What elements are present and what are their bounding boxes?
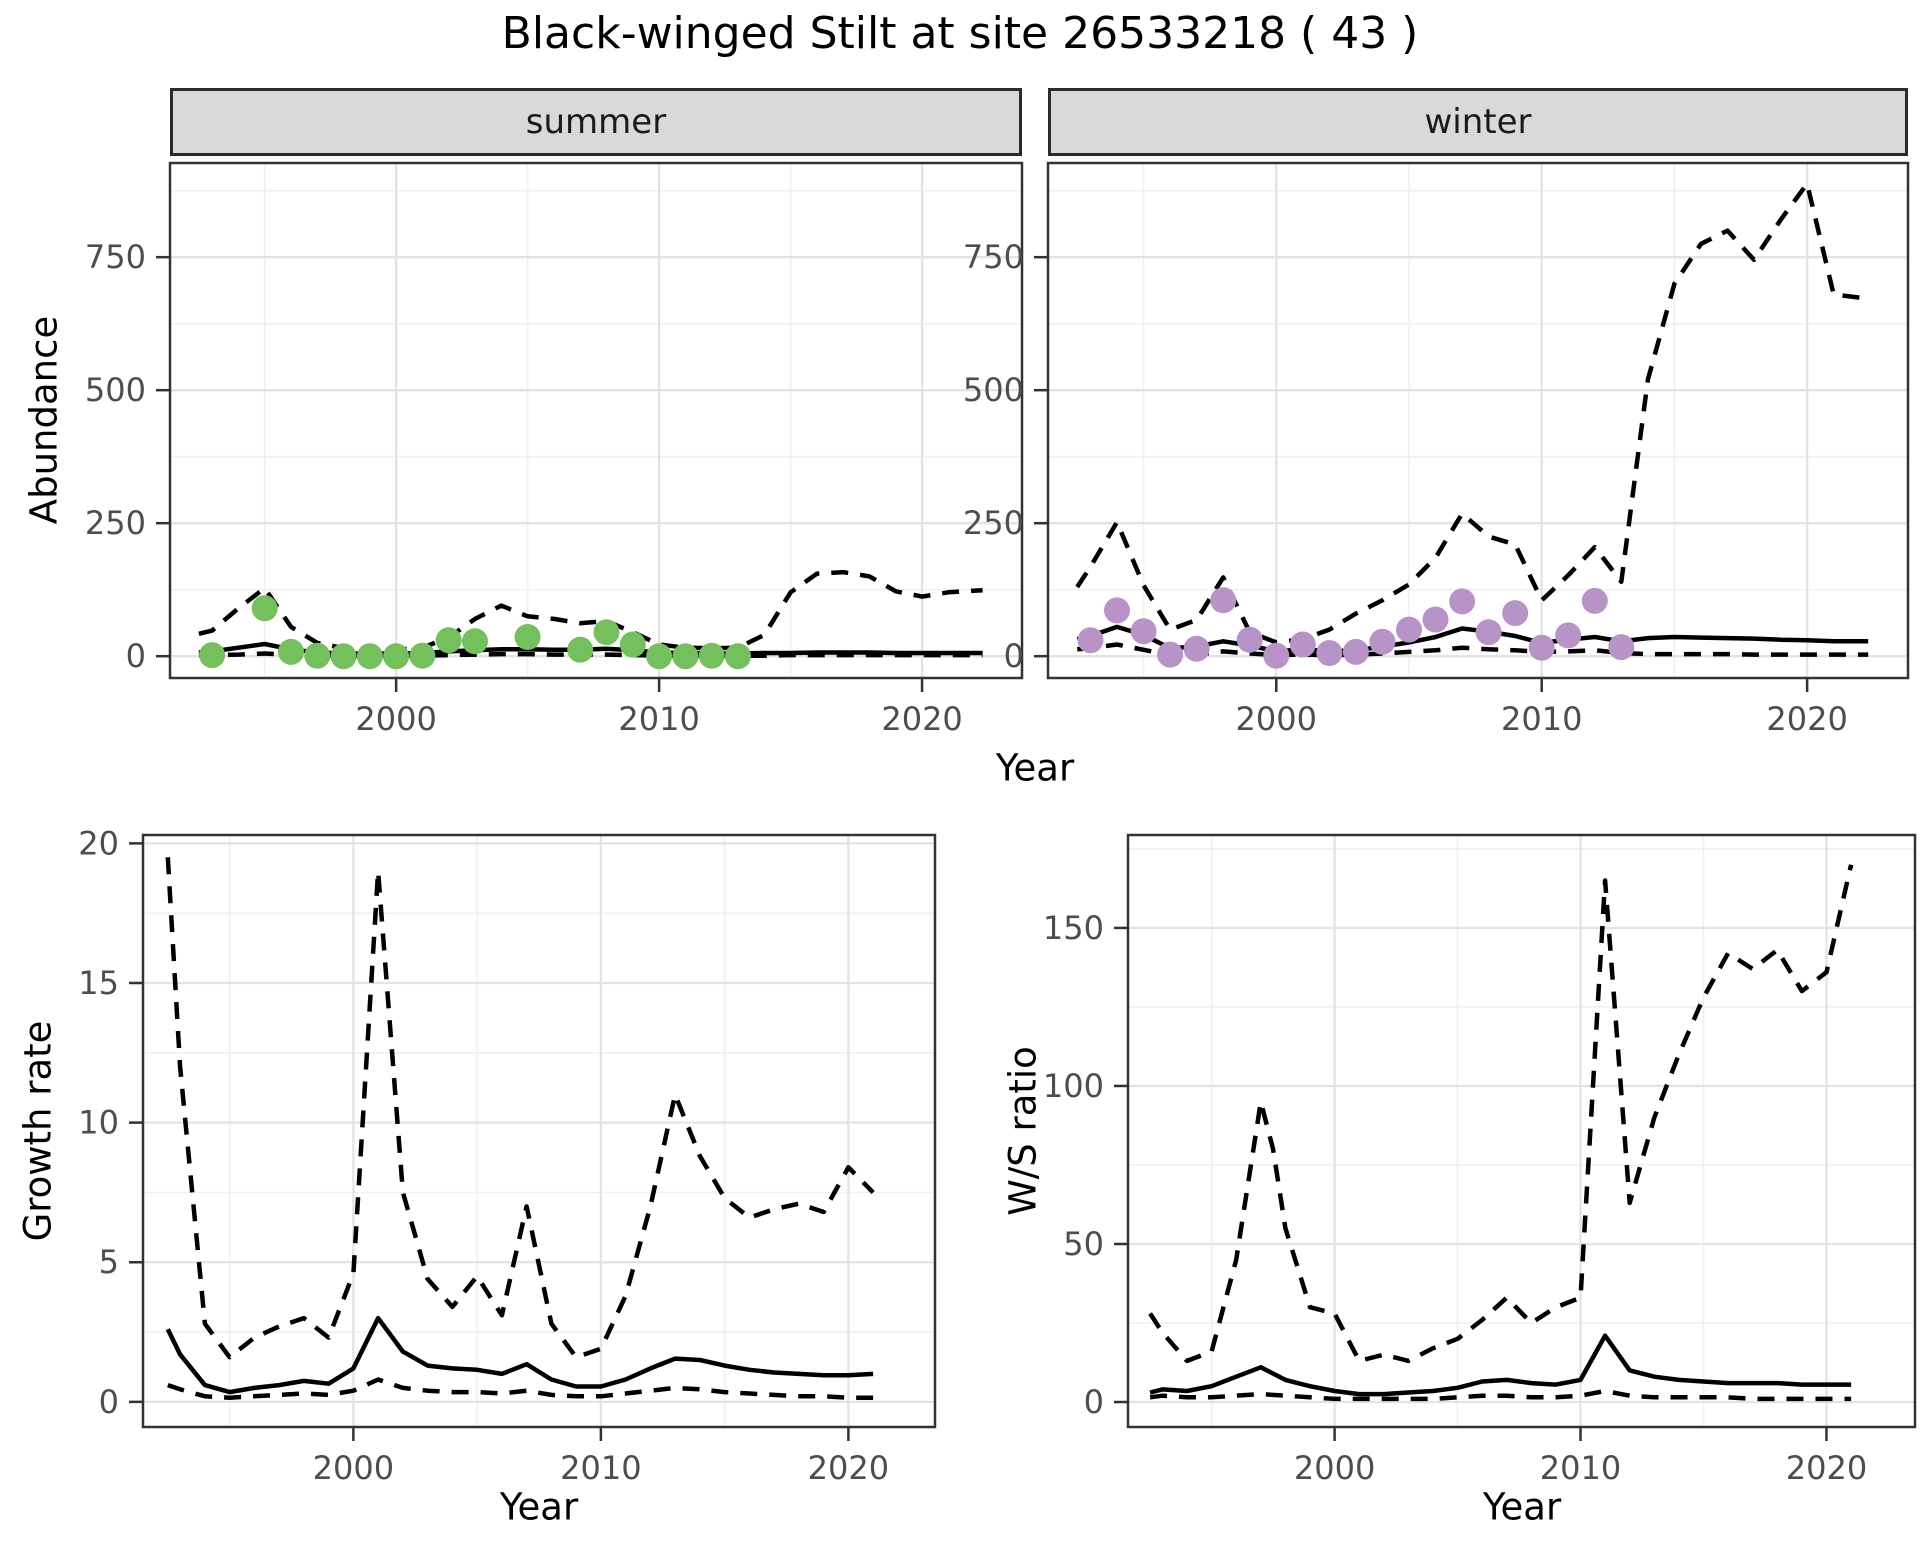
data-point-summer — [409, 642, 436, 669]
upper-ci-line — [1075, 181, 1869, 645]
data-point-summer — [672, 643, 699, 670]
y-tick-label: 250 — [85, 504, 146, 542]
data-point-winter — [1475, 619, 1502, 646]
data-point-summer — [698, 642, 725, 669]
data-point-summer — [725, 643, 751, 670]
data-point-summer — [567, 636, 594, 663]
x-tick-label: 2020 — [1766, 700, 1847, 738]
fit-line — [1149, 1333, 1852, 1397]
data-point-winter — [1183, 635, 1210, 662]
facet-label-summer: summer — [525, 102, 667, 142]
y-tick-label: 100 — [1043, 1067, 1104, 1105]
upper-ci-line — [165, 857, 875, 1360]
y-tick-label: 0 — [1004, 637, 1024, 675]
data-point-summer — [304, 642, 331, 669]
data-point-winter — [1555, 622, 1582, 649]
data-point-winter — [1396, 616, 1422, 643]
data-point-winter — [1316, 640, 1343, 666]
x-tick-label: 2010 — [560, 1449, 641, 1487]
y-axis-title-abundance: Abundance — [22, 315, 66, 525]
data-point-winter — [1422, 606, 1449, 633]
data-point-summer — [251, 595, 278, 622]
x-tick-label: 2010 — [618, 700, 699, 738]
x-tick-label: 2010 — [1540, 1449, 1621, 1487]
facet-label-winter: winter — [1424, 102, 1532, 142]
upper-ci-line — [1148, 864, 1854, 1364]
y-tick-label: 10 — [78, 1104, 119, 1142]
lower-ci-line — [1149, 1388, 1852, 1402]
panel-border-ws — [1126, 833, 1917, 1429]
x-axis-title-year-top: Year — [995, 746, 1075, 790]
data-point-winter — [1157, 641, 1184, 668]
data-point-summer — [593, 619, 620, 646]
data-point-summer — [619, 631, 646, 658]
y-tick-label: 0 — [99, 1383, 119, 1421]
x-tick-label: 2000 — [1294, 1449, 1375, 1487]
x-tick-label: 2020 — [808, 1449, 889, 1487]
y-tick-label: 250 — [963, 504, 1024, 542]
data-point-winter — [1104, 597, 1130, 624]
x-tick-label: 2020 — [881, 700, 962, 738]
chart-title: Black-winged Stilt at site 26533218 ( 43… — [501, 8, 1419, 59]
x-axis-title-year-growth: Year — [499, 1485, 579, 1529]
facet-strip-winter: winter — [1048, 88, 1908, 156]
facet-strip-summer: summer — [170, 88, 1022, 156]
y-tick-label: 750 — [85, 238, 146, 276]
y-tick-label: 50 — [1063, 1225, 1104, 1263]
x-tick-label: 2010 — [1501, 700, 1582, 738]
data-point-winter — [1263, 642, 1290, 669]
y-tick-label: 750 — [963, 238, 1024, 276]
y-tick-label: 500 — [963, 371, 1024, 409]
y-tick-label: 5 — [99, 1243, 119, 1281]
data-point-summer — [646, 643, 673, 670]
y-tick-label: 0 — [1084, 1383, 1104, 1421]
x-axis-title-year-ws: Year — [1482, 1485, 1562, 1529]
data-point-summer — [435, 627, 462, 654]
data-point-winter — [1077, 627, 1104, 654]
x-tick-label: 2000 — [355, 700, 436, 738]
data-point-winter — [1502, 600, 1529, 627]
data-point-winter — [1369, 628, 1396, 655]
y-axis-title-growth-rate: Growth rate — [16, 1020, 60, 1242]
y-tick-label: 15 — [78, 964, 119, 1002]
panel-border-summer — [168, 161, 1024, 680]
data-point-winter — [1236, 626, 1263, 653]
data-point-winter — [1342, 638, 1369, 665]
data-point-winter — [1608, 634, 1635, 661]
data-point-winter — [1289, 631, 1316, 658]
lower-ci-line — [167, 1377, 874, 1400]
data-point-winter — [1210, 587, 1237, 614]
data-point-summer — [514, 624, 541, 650]
data-point-summer — [383, 643, 410, 670]
panel-border-winter — [1046, 161, 1910, 680]
x-tick-label: 2000 — [313, 1449, 394, 1487]
y-tick-label: 150 — [1043, 909, 1104, 947]
x-tick-label: 2000 — [1236, 700, 1317, 738]
data-point-summer — [330, 643, 357, 670]
upper-ci-line — [198, 569, 983, 653]
fit-line — [165, 1315, 874, 1395]
y-tick-label: 20 — [78, 824, 119, 862]
data-point-winter — [1130, 618, 1157, 645]
data-point-winter — [1528, 634, 1555, 661]
y-tick-label: 500 — [85, 371, 146, 409]
data-point-winter — [1581, 587, 1608, 614]
data-point-summer — [356, 643, 383, 670]
data-point-winter — [1449, 588, 1476, 615]
data-point-summer — [199, 642, 226, 669]
data-point-summer — [278, 638, 304, 665]
panel-border-growth — [141, 833, 937, 1429]
y-axis-title-ws-ratio: W/S ratio — [1001, 1046, 1045, 1216]
data-point-summer — [462, 628, 488, 655]
x-tick-label: 2020 — [1786, 1449, 1867, 1487]
y-tick-label: 0 — [126, 637, 146, 675]
